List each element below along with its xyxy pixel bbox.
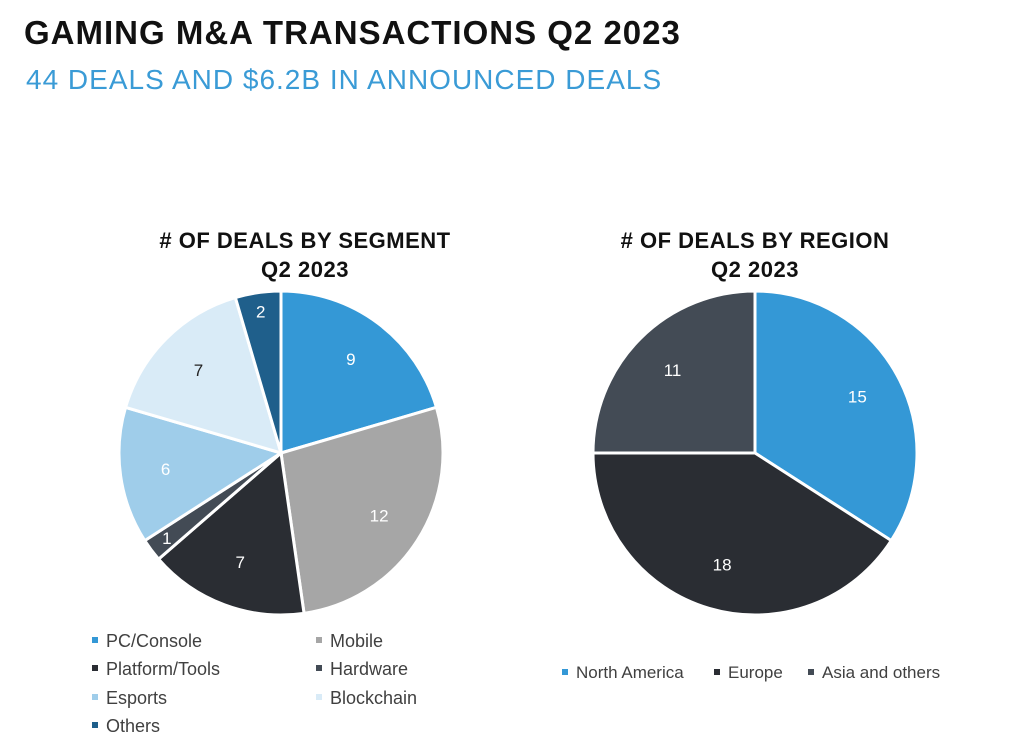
data-label-europe: 18	[713, 555, 732, 574]
legend-swatch	[92, 694, 98, 701]
legend-item-hardware: Hardware	[316, 659, 408, 680]
region-pie: 15 18 11	[591, 289, 919, 617]
pie-slice-asia-and-others	[591, 289, 757, 455]
legend-label: Esports	[106, 688, 168, 708]
pie-slice-europe	[591, 451, 894, 617]
page-title: GAMING M&A TRANSACTIONS Q2 2023	[24, 14, 681, 51]
pie-slice-platform-tools	[156, 450, 306, 617]
legend-item-pc-console: PC/Console	[92, 631, 202, 652]
legend-swatch	[92, 637, 98, 644]
legend-label: Mobile	[330, 631, 384, 651]
legend-label: Blockchain	[330, 688, 418, 708]
data-label-mobile: 12	[370, 507, 389, 526]
pie-slice-mobile	[279, 405, 445, 616]
legend-label: Asia and others	[822, 663, 941, 682]
segment-pie: 9 12 7 1 6 7 2	[117, 289, 445, 617]
data-label-north-america: 15	[848, 388, 867, 407]
legend-swatch	[562, 668, 568, 675]
segment-chart-title-line2: Q2 2023	[261, 257, 349, 282]
data-label-blockchain: 7	[194, 361, 203, 380]
legend-item-mobile: Mobile	[316, 631, 383, 652]
data-label-hardware: 1	[162, 529, 171, 548]
data-label-asia-and-others: 11	[664, 361, 682, 380]
legend-item-platform-tools: Platform/Tools	[92, 659, 220, 680]
legend-item-asia-and-others: Asia and others	[808, 663, 940, 683]
legend-swatch	[92, 665, 98, 672]
legend-label: PC/Console	[106, 631, 203, 651]
legend-label: Hardware	[330, 659, 409, 679]
legend-swatch	[808, 668, 814, 675]
legend-swatch	[316, 665, 322, 672]
legend-label: Platform/Tools	[106, 659, 221, 679]
data-label-others: 2	[256, 302, 265, 321]
legend-item-europe: Europe	[714, 663, 783, 683]
legend-item-blockchain: Blockchain	[316, 688, 417, 709]
pie-slice-blockchain	[123, 295, 284, 456]
legend-label: North America	[576, 663, 684, 682]
legend-label: Others	[106, 716, 161, 736]
data-label-pc-console: 9	[346, 350, 355, 369]
segment-chart-title: # OF DEALS BY SEGMENT Q2 2023	[105, 226, 505, 284]
legend-swatch	[714, 668, 720, 675]
legend-swatch	[316, 637, 322, 644]
legend-item-esports: Esports	[92, 688, 167, 709]
segment-chart-title-line1: # OF DEALS BY SEGMENT	[159, 228, 451, 253]
legend-item-north-america: North America	[562, 663, 684, 683]
page-subtitle: 44 DEALS AND $6.2B IN ANNOUNCED DEALS	[26, 64, 663, 95]
data-label-esports: 6	[161, 460, 170, 479]
data-label-platform-tools: 7	[236, 553, 245, 572]
legend-item-others: Others	[92, 716, 160, 737]
pie-slice-others	[233, 289, 283, 454]
region-chart-title-line2: Q2 2023	[711, 257, 799, 282]
legend-label: Europe	[728, 663, 783, 682]
pie-slice-esports	[117, 405, 285, 543]
legend-swatch	[316, 694, 322, 701]
region-chart-title: # OF DEALS BY REGION Q2 2023	[555, 226, 955, 284]
region-chart-title-line1: # OF DEALS BY REGION	[620, 228, 890, 253]
pie-slice-pc-console	[279, 289, 439, 456]
legend-swatch	[92, 722, 98, 729]
